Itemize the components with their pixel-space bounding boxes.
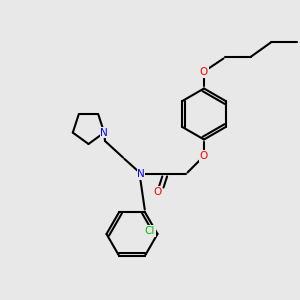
Text: O: O (200, 67, 208, 77)
Text: N: N (137, 169, 145, 179)
Text: O: O (153, 187, 162, 197)
Text: Cl: Cl (145, 226, 155, 236)
Text: O: O (200, 151, 208, 161)
Text: N: N (100, 128, 108, 138)
